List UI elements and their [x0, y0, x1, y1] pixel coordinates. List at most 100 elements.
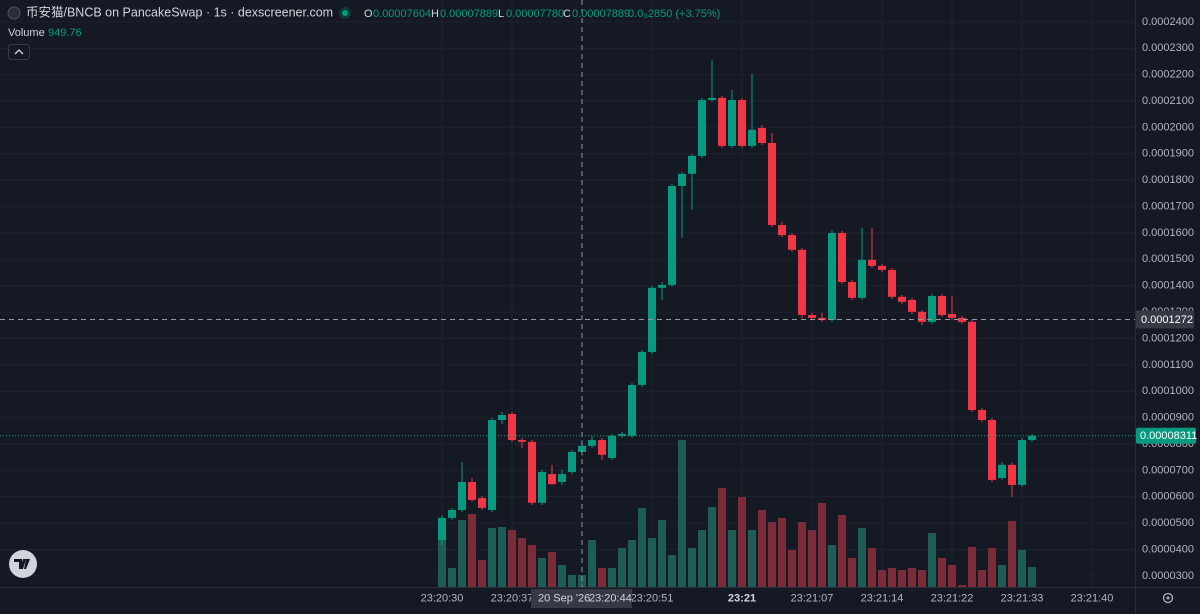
y-tick-label: 0.0002100 [1142, 95, 1194, 107]
candle-body [538, 471, 546, 503]
volume-bar [1008, 521, 1016, 587]
high-value: 0.00007889 [440, 8, 498, 20]
volume-bar [988, 548, 996, 587]
volume-bar [458, 520, 466, 587]
y-tick-label: 0.0002400 [1142, 16, 1194, 28]
y-tick-label: 0.0002300 [1142, 42, 1194, 54]
candle-body [598, 440, 606, 455]
candle-body [998, 464, 1006, 479]
x-tick-label: 23:21:07 [791, 592, 834, 604]
crosshair-time-box [531, 589, 632, 608]
last-price-label: 0.00008311 [1140, 430, 1197, 442]
y-tick-label: 0.0001600 [1142, 227, 1194, 239]
candle-body [688, 155, 696, 174]
candle-body [448, 509, 456, 518]
volume-bar [918, 570, 926, 587]
volume-bar [628, 540, 636, 587]
volume-value: 949.76 [48, 27, 82, 39]
y-tick-label: 0.0001800 [1142, 174, 1194, 186]
candle-body [1018, 440, 1026, 485]
candle-body [528, 441, 536, 503]
volume-label: Volume [8, 27, 45, 39]
volume-bar [978, 570, 986, 587]
y-tick-label: 0.0000500 [1142, 517, 1194, 529]
volume-bar [518, 538, 526, 587]
candle-body [868, 259, 876, 266]
volume-bar [618, 548, 626, 587]
volume-bar [648, 538, 656, 587]
candle-body [878, 265, 886, 270]
volume-bar [448, 568, 456, 587]
candle-body [888, 269, 896, 297]
candle-body [468, 481, 476, 500]
candle-body [668, 185, 676, 285]
volume-bar [538, 558, 546, 587]
volume-bar [898, 570, 906, 587]
candle-body [488, 420, 496, 510]
volume-bar [588, 540, 596, 587]
volume-bar [938, 558, 946, 587]
volume-bar [738, 497, 746, 587]
candle-body [928, 296, 936, 322]
candle-body [898, 296, 906, 302]
candle-body [438, 517, 446, 541]
volume-bar [878, 570, 886, 587]
collapse-button[interactable] [8, 44, 30, 60]
candle-body [608, 435, 616, 458]
volume-bar [828, 545, 836, 587]
open-value: 0.00007604 [373, 8, 431, 20]
volume-bar [968, 547, 976, 587]
volume-bar [698, 530, 706, 587]
x-tick-label: 23:20:37 [491, 592, 534, 604]
volume-bar [528, 545, 536, 587]
volume-bar [838, 515, 846, 587]
volume-bar [868, 548, 876, 587]
y-tick-label: 0.0002000 [1142, 121, 1194, 133]
token-icon [7, 6, 21, 20]
volume-bar [598, 568, 606, 587]
volume-bar [688, 548, 696, 587]
volume-bar [958, 585, 966, 587]
candle-body [718, 97, 726, 146]
volume-bar [478, 560, 486, 587]
x-tick-label: 23:21 [728, 592, 756, 604]
y-tick-label: 0.0000400 [1142, 543, 1194, 555]
candle-body [498, 414, 506, 421]
volume-bar [638, 508, 646, 587]
crosshair-price-box [1136, 310, 1194, 329]
candle-body [708, 97, 716, 100]
low-label: L [498, 8, 504, 20]
volume-bar [848, 558, 856, 587]
volume-bar [948, 565, 956, 587]
candle-body [618, 433, 626, 436]
y-tick-label: 0.0000300 [1142, 570, 1194, 582]
volume-bar [748, 530, 756, 587]
candle-body [628, 384, 636, 436]
volume-bar [758, 510, 766, 587]
crosshair-price-label: 0.0001272 [1141, 314, 1193, 326]
volume-bar [1018, 550, 1026, 587]
candle-body [788, 235, 796, 250]
volume-bar [928, 533, 936, 587]
candle-body [838, 232, 846, 283]
candle-body [948, 313, 956, 318]
x-tick-label: 23:21:33 [1001, 592, 1044, 604]
volume-bar [658, 520, 666, 587]
volume-bar [818, 503, 826, 587]
candle-body [978, 409, 986, 421]
y-tick-label: 0.0001900 [1142, 148, 1194, 160]
volume-bar [548, 552, 556, 587]
candle-body [758, 127, 766, 143]
volume-bar [808, 530, 816, 587]
y-tick-label: 0.0001700 [1142, 200, 1194, 212]
candle-body [588, 440, 596, 446]
crosshair-date: 20 Sep '26 [538, 592, 590, 604]
candle-body [988, 420, 996, 480]
volume-bar [858, 528, 866, 587]
settings-icon[interactable] [1162, 592, 1174, 604]
candle-body [908, 299, 916, 312]
volume-bar [508, 530, 516, 587]
volume-bar [718, 488, 726, 587]
